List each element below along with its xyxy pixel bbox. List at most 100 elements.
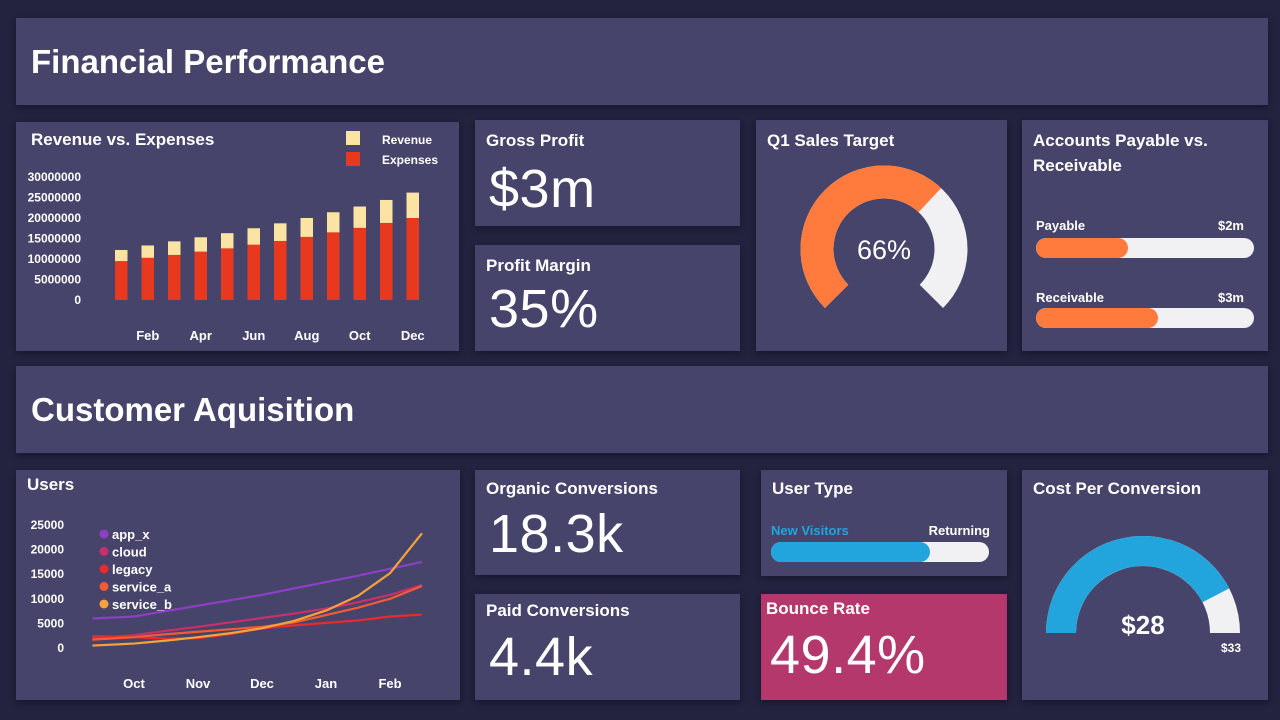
y-tick-label: 20000000 [28,211,82,225]
section-title: Customer Aquisition [31,390,355,428]
financial-performance-banner: Financial Performance [16,18,1268,105]
gauge-fill [800,165,942,309]
legend-expenses-label: Expenses [382,153,438,167]
sales-target-gauge: 66% [800,165,968,309]
y-tick-label: 0 [57,641,64,655]
y-tick-label: 15000000 [28,232,82,246]
payable-bar-fill [1036,238,1128,258]
x-tick-label: Feb [378,676,401,691]
y-tick-label: 0 [74,293,81,307]
bounce-rate-card: Bounce Rate 49.4% [761,594,1007,700]
expenses-bar [247,244,260,300]
new-visitors-bar-fill [771,542,931,562]
gauge-fill [1046,536,1230,634]
revenue-expenses-card: Revenue vs. Expenses Revenue Expenses 30… [16,122,459,351]
profit-margin-card: Profit Margin 35% [475,245,740,351]
expenses-bar [353,227,366,300]
paid-conversions-card: Paid Conversions 4.4k [475,594,740,700]
customer-acquisition-banner: Customer Aquisition [16,366,1268,453]
legend-label-service_a: service_a [112,580,172,595]
expenses-bar [406,218,419,300]
legend-revenue-swatch [346,131,360,145]
y-tick-label: 5000000 [34,273,81,287]
x-tick-label: Apr [190,328,212,343]
cost-per-conversion-value: $28 [1121,610,1164,640]
legend-marker-service_b [99,599,109,609]
x-tick-label: Dec [250,676,274,691]
expenses-bar [380,222,393,300]
y-tick-label: 10000 [31,592,65,606]
sales-target-title: Q1 Sales Target [767,131,895,150]
x-tick-label: Oct [123,676,145,691]
expenses-bar [327,232,340,300]
revenue-expenses-title: Revenue vs. Expenses [31,130,215,149]
receivable-label: Receivable [1036,290,1104,305]
legend-label-legacy: legacy [112,562,153,577]
legend-label-app_x: app_x [112,527,150,542]
cost-per-conversion-max: $33 [1221,641,1241,655]
sales-target-value: 66% [857,235,911,265]
y-tick-label: 25000000 [28,191,82,205]
expenses-bar [194,251,207,300]
x-tick-label: Oct [349,328,371,343]
profit-margin-value: 35% [489,279,599,339]
legend-marker-service_a [99,582,109,591]
payables-title-line1: Accounts Payable vs. [1033,131,1208,150]
series-line-app_x [92,560,423,620]
sales-target-card: Q1 Sales Target 66% [756,120,1007,351]
cost-per-conversion-title: Cost Per Conversion [1033,479,1202,498]
section-title: Financial Performance [31,42,385,80]
series-line-service_b [92,532,423,647]
x-tick-label: Feb [136,328,159,343]
x-tick-label: Aug [294,328,319,343]
y-tick-label: 20000 [31,543,65,557]
gross-profit-title: Gross Profit [486,131,585,150]
bounce-rate-value: 49.4% [770,625,926,685]
payables-card: Accounts Payable vs. Receivable Payable … [1022,120,1268,351]
series-line-service_a [92,584,423,641]
organic-conversions-card: Organic Conversions 18.3k [475,470,740,575]
receivable-bar-fill [1036,308,1159,328]
returning-label: Returning [928,523,990,538]
series-line-cloud [92,583,423,640]
legend-label-service_b: service_b [112,597,172,612]
gross-profit-card: Gross Profit $3m [475,120,740,226]
y-tick-label: 15000 [31,567,65,581]
user-type-label-row: New Visitors Returning [771,523,990,538]
new-visitors-label: New Visitors [771,523,849,538]
expenses-bar [300,236,313,300]
users-title: Users [27,475,75,494]
expenses-bar [221,248,234,300]
receivable-label-row: Receivable $3m [1036,290,1254,305]
user-type-bar [771,542,989,562]
organic-conversions-value: 18.3k [489,504,624,564]
paid-conversions-title: Paid Conversions [486,601,630,620]
payable-label-row: Payable $2m [1036,218,1254,233]
cost-per-conversion-card: Cost Per Conversion $28 $33 [1022,470,1268,700]
expenses-bar [274,240,287,300]
x-tick-label: Jun [242,328,265,343]
y-tick-label: 30000000 [28,170,82,184]
x-tick-label: Dec [401,328,425,343]
x-tick-label: Nov [186,676,211,691]
legend-marker-app_x [99,529,109,539]
legend-label-cloud: cloud [112,545,147,560]
y-tick-label: 25000 [31,518,65,532]
user-type-title: User Type [772,479,853,498]
legend-revenue-label: Revenue [382,133,432,147]
revenue-expenses-chart: Revenue Expenses 30000000 25000000 2000000… [28,131,438,343]
legend-marker-cloud [99,547,109,556]
payable-label: Payable [1036,218,1086,233]
bounce-rate-title: Bounce Rate [766,599,870,618]
expenses-bar [168,254,181,300]
legend-marker-legacy [99,564,109,574]
cost-per-conversion-gauge: $28 $33 [1046,536,1241,655]
organic-conversions-title: Organic Conversions [486,479,658,498]
y-tick-label: 10000000 [28,252,82,266]
receivable-value: $3m [1217,290,1244,305]
receivable-bar [1036,308,1254,328]
expenses-bar [115,261,128,300]
payable-value: $2m [1217,218,1244,233]
payables-title-line2: Receivable [1033,156,1122,175]
